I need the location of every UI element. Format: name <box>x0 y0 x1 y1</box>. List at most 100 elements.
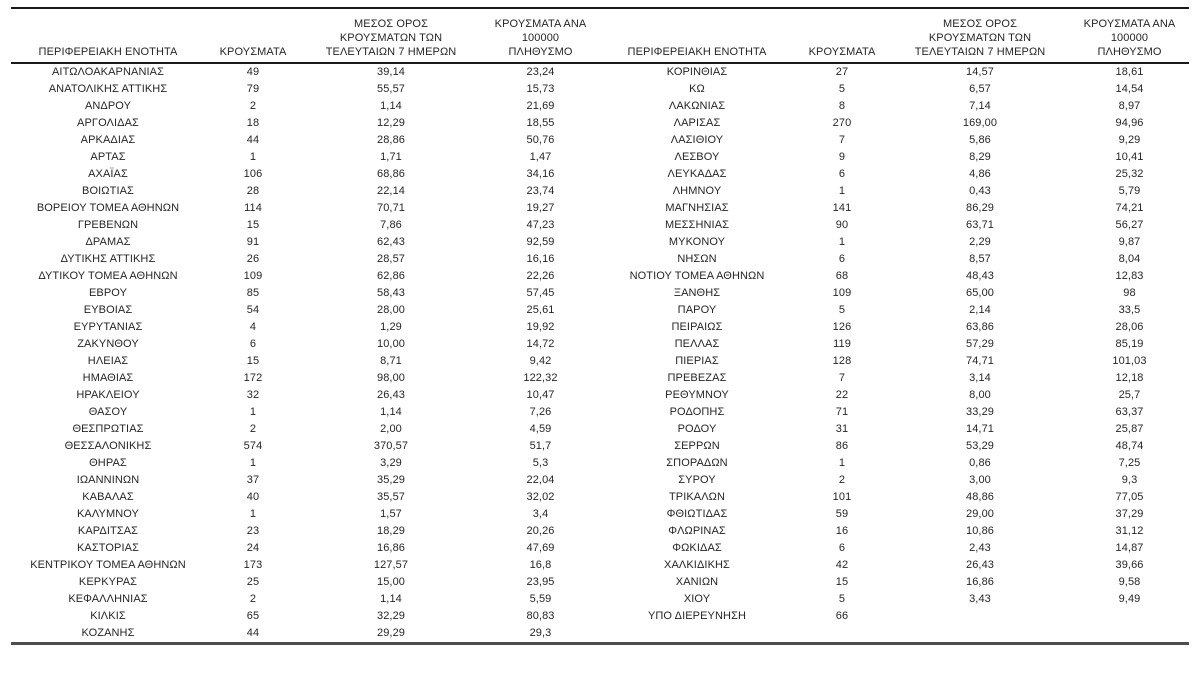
table-row: ΚΙΛΚΙΣ 65 32,29 80,83 <box>11 608 600 625</box>
per100k-cell: 12,18 <box>1115 372 1144 384</box>
per100k-cell: 5,79 <box>1118 185 1141 197</box>
avg7-cell: 62,86 <box>376 270 406 282</box>
per100k-cell: 94,96 <box>1115 117 1144 129</box>
avg7-cell: 3,14 <box>969 372 991 384</box>
per100k-cell: 12,83 <box>1115 270 1144 282</box>
region-name-cell: ΓΡΕΒΕΝΩΝ <box>77 219 139 231</box>
table-row: ΛΕΣΒΟΥ 9 8,29 10,41 <box>600 149 1189 166</box>
per100k-cell: 9,58 <box>1118 576 1141 588</box>
cases-cell: 44 <box>246 627 260 639</box>
table-row: ΔΥΤΙΚΗΣ ΑΤΤΙΚΗΣ 26 28,57 16,16 <box>11 251 600 268</box>
per100k-cell: 80,83 <box>526 610 555 622</box>
table-row: ΒΟΙΩΤΙΑΣ 28 22,14 23,74 <box>11 183 600 200</box>
region-name-cell: ΤΡΙΚΑΛΩΝ <box>668 491 726 503</box>
avg7-cell: 127,57 <box>373 559 409 571</box>
region-name-cell: ΗΛΕΙΑΣ <box>87 355 129 367</box>
avg7-cell: 26,43 <box>376 389 406 401</box>
per100k-cell: 15,73 <box>526 83 555 95</box>
cases-cell: 37 <box>246 474 260 486</box>
region-name-cell: ΗΡΑΚΛΕΙΟΥ <box>76 389 140 401</box>
avg7-cell: 10,86 <box>965 525 995 537</box>
cases-cell: 128 <box>832 355 852 367</box>
per100k-cell: 3,4 <box>532 508 549 520</box>
cases-cell: 68 <box>835 270 849 282</box>
region-name-cell: ΠΙΕΡΙΑΣ <box>675 355 719 367</box>
per100k-cell: 122,32 <box>523 372 558 384</box>
avg7-cell: 2,14 <box>969 304 991 316</box>
table-row: ΑΡΤΑΣ 1 1,71 1,47 <box>11 149 600 166</box>
avg7-cell: 2,29 <box>969 236 991 248</box>
cases-cell: 6 <box>838 168 846 180</box>
avg7-cell: 1,14 <box>380 593 402 605</box>
table-row: ΑΙΤΩΛΟΑΚΑΡΝΑΝΙΑΣ 49 39,14 23,24 <box>11 64 600 81</box>
region-name-cell: ΘΕΣΠΡΩΤΙΑΣ <box>72 423 144 435</box>
region-name-cell: ΦΘΙΩΤΙΔΑΣ <box>666 508 728 520</box>
table-row: ΠΡΕΒΕΖΑΣ 7 3,14 12,18 <box>600 370 1189 387</box>
table-row: ΛΑΣΙΘΙΟΥ 7 5,86 9,29 <box>600 132 1189 149</box>
avg7-cell: 70,71 <box>376 202 406 214</box>
header-avg7: ΜΕΣΟΣ ΟΡΟΣ ΚΡΟΥΣΜΑΤΩΝ ΤΩΝ ΤΕΛΕΥΤΑΙΩΝ 7 Η… <box>325 18 457 58</box>
avg7-cell <box>890 608 1070 625</box>
table-row: ΠΙΕΡΙΑΣ 128 74,71 101,03 <box>600 353 1189 370</box>
per100k-cell: 19,92 <box>526 321 555 333</box>
table-row: ΝΗΣΩΝ 6 8,57 8,04 <box>600 251 1189 268</box>
per100k-cell: 57,45 <box>526 287 555 299</box>
table-row: ΣΥΡΟΥ 2 3,00 9,3 <box>600 472 1189 489</box>
per100k-cell: 14,54 <box>1115 83 1144 95</box>
region-name-cell: ΣΕΡΡΩΝ <box>674 440 720 452</box>
cases-cell: 44 <box>246 134 260 146</box>
table-row: ΓΡΕΒΕΝΩΝ 15 7,86 47,23 <box>11 217 600 234</box>
cases-cell: 5 <box>838 593 846 605</box>
per100k-cell: 7,26 <box>529 406 552 418</box>
cases-cell: 16 <box>835 525 849 537</box>
avg7-cell: 63,71 <box>965 219 995 231</box>
region-name-cell: ΚΑΡΔΙΤΣΑΣ <box>77 525 139 537</box>
region-name-cell: ΙΩΑΝΝΙΝΩΝ <box>76 474 140 486</box>
avg7-cell: 74,71 <box>965 355 995 367</box>
avg7-cell: 28,57 <box>376 253 406 265</box>
cases-cell: 109 <box>832 287 852 299</box>
avg7-cell: 169,00 <box>962 117 998 129</box>
header-cases: ΚΡΟΥΣΜΑΤΑ <box>808 46 876 58</box>
cases-cell: 71 <box>835 406 849 418</box>
per100k-cell: 101,03 <box>1112 355 1147 367</box>
cases-cell: 270 <box>832 117 852 129</box>
region-name-cell: ΠΕΛΛΑΣ <box>674 338 720 350</box>
per100k-cell: 51,7 <box>529 440 552 452</box>
table-row: ΠΕΛΛΑΣ 119 57,29 85,19 <box>600 336 1189 353</box>
cases-cell: 24 <box>246 542 260 554</box>
cases-cell: 6 <box>249 338 257 350</box>
cases-cell: 1 <box>249 151 257 163</box>
avg7-cell: 53,29 <box>965 440 995 452</box>
table-row: ΕΒΡΟΥ 85 58,43 57,45 <box>11 285 600 302</box>
cases-cell: 119 <box>833 338 851 350</box>
table-row: ΥΠΟ ΔΙΕΡΕΥΝΗΣΗ 66 <box>600 608 1189 625</box>
table-row: ΜΥΚΟΝΟΥ 1 2,29 9,87 <box>600 234 1189 251</box>
per100k-cell: 19,27 <box>526 202 555 214</box>
table-row: ΒΟΡΕΙΟΥ ΤΟΜΕΑ ΑΘΗΝΩΝ 114 70,71 19,27 <box>11 200 600 217</box>
per100k-cell: 9,29 <box>1118 134 1141 146</box>
avg7-cell: 33,29 <box>965 406 995 418</box>
table-row: ΙΩΑΝΝΙΝΩΝ 37 35,29 22,04 <box>11 472 600 489</box>
region-name-cell: ΕΥΡΥΤΑΝΙΑΣ <box>73 321 143 333</box>
avg7-cell: 28,00 <box>376 304 406 316</box>
table-row: ΝΟΤΙΟΥ ΤΟΜΕΑ ΑΘΗΝΩΝ 68 48,43 12,83 <box>600 268 1189 285</box>
per100k-cell: 14,87 <box>1115 542 1144 554</box>
region-name-cell: ΔΡΑΜΑΣ <box>85 236 131 248</box>
table-row: ΣΠΟΡΑΔΩΝ 1 0,86 7,25 <box>600 455 1189 472</box>
per100k-cell: 9,42 <box>529 355 552 367</box>
per100k-cell: 25,32 <box>1115 168 1144 180</box>
table-left: ΑΙΤΩΛΟΑΚΑΡΝΑΝΙΑΣ 49 39,14 23,24 ΑΝΑΤΟΛΙΚΗΣ Α… <box>11 64 600 642</box>
region-name-cell: ΖΑΚΥΝΘΟΥ <box>77 338 139 350</box>
table-row: ΛΑΡΙΣΑΣ 270 169,00 94,96 <box>600 115 1189 132</box>
region-name-cell: ΛΕΣΒΟΥ <box>674 151 720 163</box>
per100k-cell: 10,47 <box>526 389 555 401</box>
per100k-cell: 20,26 <box>526 525 555 537</box>
avg7-cell: 4,86 <box>969 168 991 180</box>
region-name-cell: ΚΕΝΤΡΙΚΟΥ ΤΟΜΕΑ ΑΘΗΝΩΝ <box>30 559 186 571</box>
cases-cell: 65 <box>246 610 260 622</box>
table-row: ΧΙΟΥ 5 3,43 9,49 <box>600 591 1189 608</box>
table-row: ΑΡΚΑΔΙΑΣ 44 28,86 50,76 <box>11 132 600 149</box>
table-row: ΗΛΕΙΑΣ 15 8,71 9,42 <box>11 353 600 370</box>
header-region: ΠΕΡΙΦΕΡΕΙΑΚΗ ΕΝΟΤΗΤΑ <box>38 46 178 58</box>
